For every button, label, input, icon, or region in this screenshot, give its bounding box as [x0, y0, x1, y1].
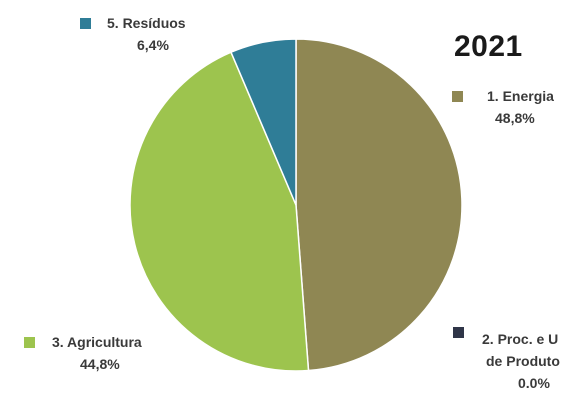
legend-value-agricultura: 44,8%: [80, 356, 120, 372]
legend-value-energia: 48,8%: [495, 110, 535, 126]
legend-value-proc-uso-produtos: 0.0%: [518, 375, 550, 391]
legend-label-residuos: 5. Resíduos: [107, 15, 186, 31]
legend-marker-energia: [452, 91, 463, 102]
pie-slice-5-res-duos: [230, 38, 297, 206]
legend-marker-residuos: [80, 18, 91, 29]
legend-label-proc-uso-produtos-line2: de Produto: [486, 353, 560, 369]
pie-slice-3-agricultura: [129, 51, 310, 372]
legend-marker-agricultura: [24, 337, 35, 348]
legend-marker-proc-uso-produtos: [453, 327, 464, 338]
chart-title: 2021: [454, 30, 523, 63]
legend-label-energia: 1. Energia: [487, 88, 554, 104]
legend-label-proc-uso-produtos-line1: 2. Proc. e U: [482, 331, 559, 347]
legend-label-agricultura: 3. Agricultura: [52, 334, 142, 350]
legend-value-residuos: 6,4%: [137, 37, 169, 53]
pie-slice-1-energia: [295, 38, 463, 372]
